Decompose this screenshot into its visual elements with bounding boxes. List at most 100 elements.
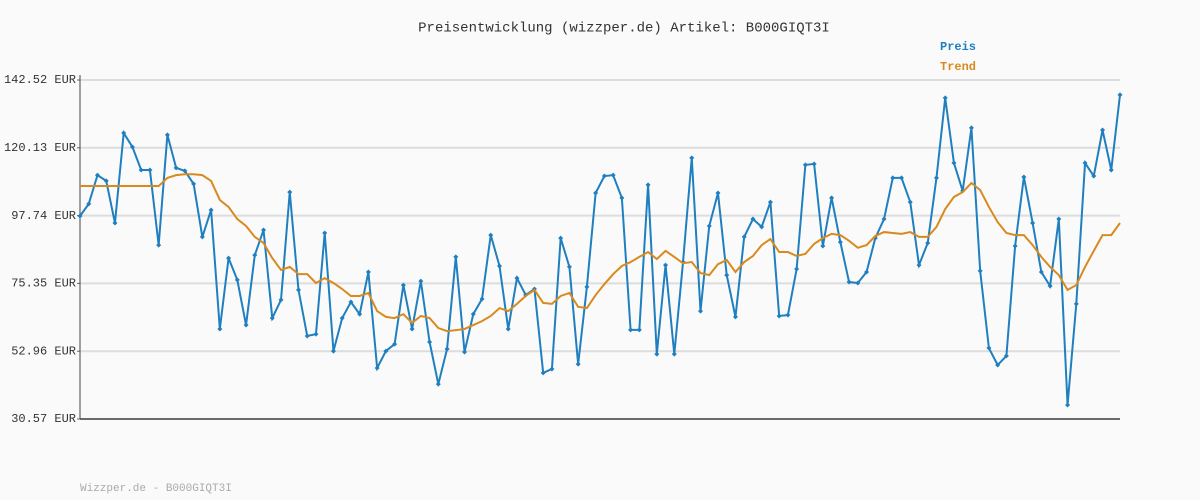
point — [479, 296, 485, 302]
point — [287, 189, 293, 195]
y-tick-label: 75.35 EUR — [11, 277, 76, 291]
point — [191, 181, 197, 187]
point — [855, 280, 861, 286]
point — [182, 168, 188, 174]
point — [435, 381, 441, 387]
point — [129, 144, 135, 150]
footer: Wizzper.de - B000GIQT3I — [80, 483, 232, 495]
point — [488, 232, 494, 238]
point — [724, 272, 730, 278]
point — [1047, 283, 1053, 289]
point — [995, 362, 1001, 368]
point — [881, 216, 887, 222]
point — [671, 351, 677, 357]
y-tick-label: 52.96 EUR — [11, 344, 76, 358]
point — [601, 173, 607, 179]
point — [741, 234, 747, 240]
point — [234, 277, 240, 283]
point — [942, 95, 948, 101]
point — [313, 331, 319, 337]
point — [628, 327, 634, 333]
point — [1082, 160, 1088, 166]
point — [933, 175, 939, 181]
point — [383, 348, 389, 354]
y-tick-label: 120.13 EUR — [4, 141, 76, 155]
point — [759, 224, 765, 230]
point — [1108, 167, 1114, 173]
point — [977, 268, 983, 274]
point — [689, 155, 695, 161]
point — [584, 284, 590, 290]
point — [226, 255, 232, 261]
point — [968, 125, 974, 131]
point — [77, 213, 83, 219]
point — [496, 263, 502, 269]
point — [365, 269, 371, 275]
y-tick-label: 142.52 EUR — [4, 73, 76, 87]
point — [750, 216, 756, 222]
point — [156, 242, 162, 248]
point — [925, 240, 931, 246]
point — [1065, 402, 1071, 408]
point — [199, 234, 205, 240]
point — [243, 322, 249, 328]
point — [811, 161, 817, 167]
point — [1030, 220, 1036, 226]
point — [86, 201, 92, 207]
point — [470, 311, 476, 317]
point — [1012, 243, 1018, 249]
point — [776, 313, 782, 319]
point — [558, 235, 564, 241]
point — [138, 167, 144, 173]
point — [1100, 127, 1106, 133]
point — [802, 162, 808, 168]
point — [566, 264, 572, 270]
point — [829, 195, 835, 201]
point — [269, 315, 275, 321]
point — [304, 333, 310, 339]
point — [322, 230, 328, 236]
point — [1091, 173, 1097, 179]
point — [427, 339, 433, 345]
y-tick-label: 30.57 EUR — [11, 412, 76, 426]
point — [164, 132, 170, 138]
point — [785, 312, 791, 318]
point — [767, 199, 773, 205]
series-line — [79, 94, 1121, 406]
point — [357, 311, 363, 317]
point — [907, 199, 913, 205]
point — [820, 243, 826, 249]
point — [103, 178, 109, 184]
point — [505, 326, 511, 332]
y-tick-label: 97.74 EUR — [11, 209, 76, 223]
point — [252, 252, 258, 258]
point — [846, 279, 852, 285]
point — [899, 175, 905, 181]
point — [837, 239, 843, 245]
point — [147, 167, 153, 173]
point — [121, 130, 127, 136]
point — [593, 190, 599, 196]
point — [706, 223, 712, 229]
point — [173, 165, 179, 171]
point — [619, 195, 625, 201]
point — [986, 345, 992, 351]
point — [1038, 269, 1044, 275]
point — [540, 370, 546, 376]
point — [295, 287, 301, 293]
point — [278, 297, 284, 303]
point — [1021, 174, 1027, 180]
point — [261, 227, 267, 233]
point — [1003, 353, 1009, 359]
series-line — [80, 173, 1121, 333]
point — [636, 327, 642, 333]
point — [610, 172, 616, 178]
point — [348, 299, 354, 305]
point — [549, 366, 555, 372]
point — [663, 262, 669, 268]
point — [645, 182, 651, 188]
chart-title: Preisentwicklung (wizzper.de) Artikel: B… — [418, 21, 830, 37]
